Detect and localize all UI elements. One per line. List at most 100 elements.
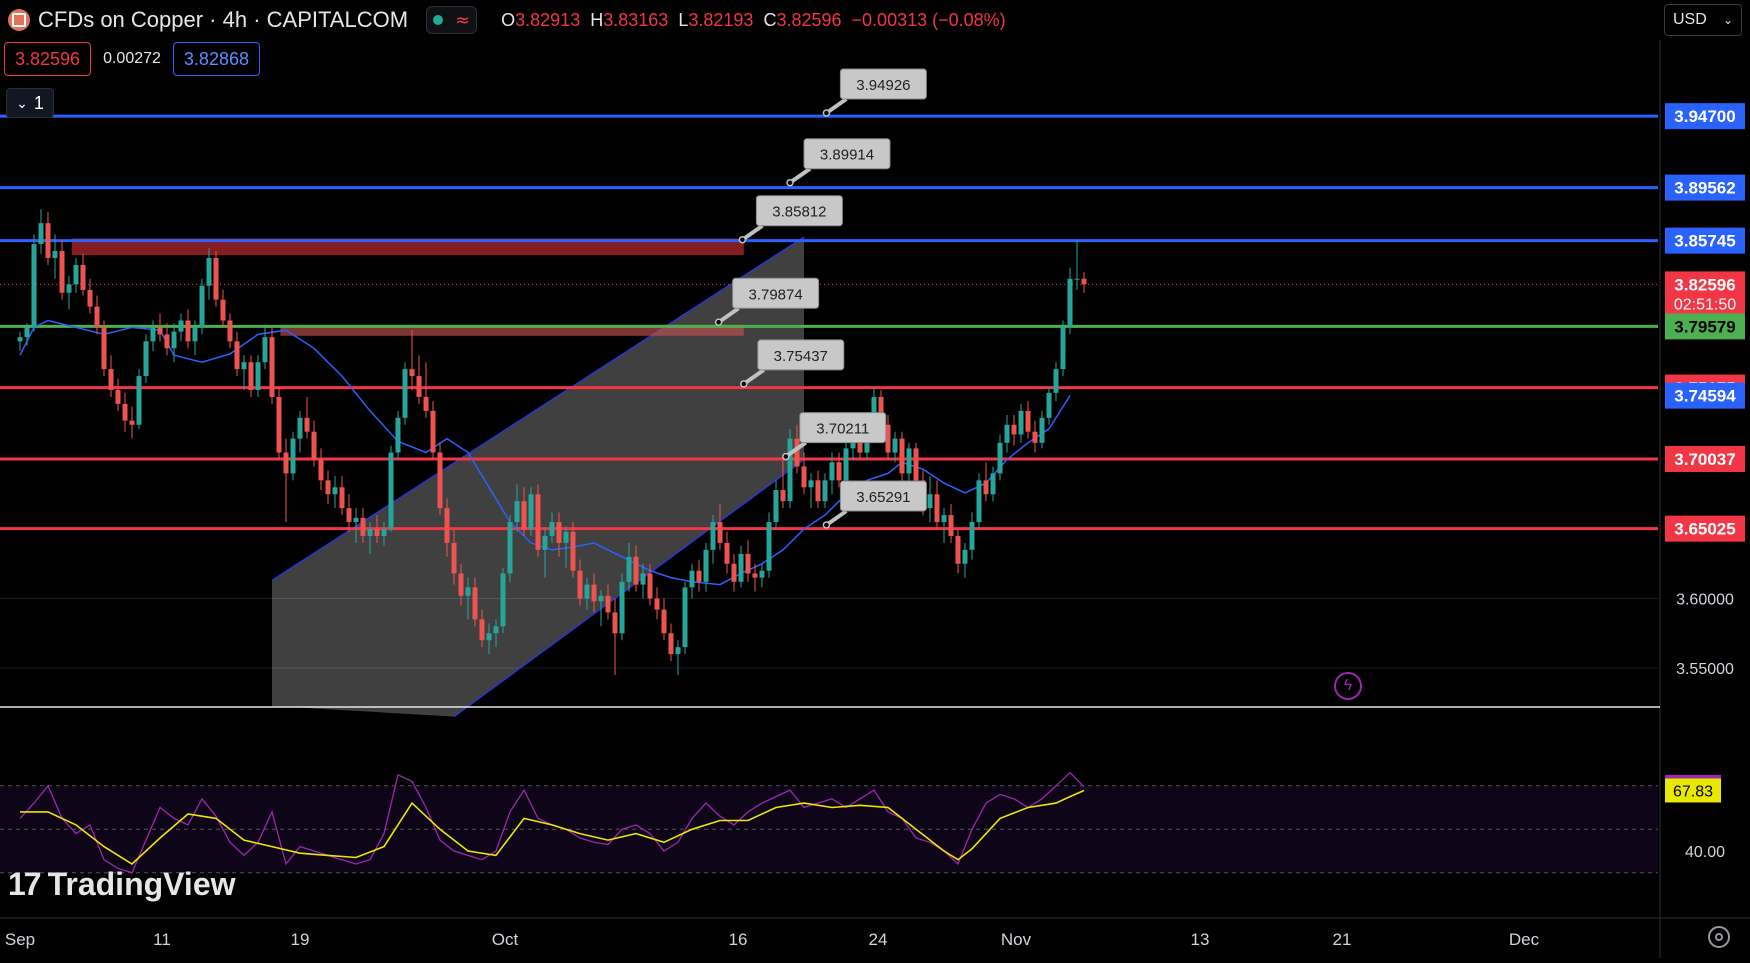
- candle-body: [178, 320, 184, 332]
- candle-body: [934, 494, 940, 523]
- callout-box: [839, 68, 927, 100]
- candle-body: [1060, 327, 1066, 370]
- status-badges[interactable]: ≈: [426, 6, 478, 34]
- symbol-logo-icon[interactable]: [8, 9, 30, 31]
- candle-body: [752, 573, 758, 578]
- buy-button[interactable]: 3.82868: [172, 42, 260, 76]
- candle-body: [528, 494, 534, 529]
- candle-body: [73, 264, 79, 285]
- countdown-label: 02:51:50: [1674, 296, 1736, 313]
- low-value: 3.82193: [688, 9, 754, 30]
- candle-body: [318, 459, 324, 481]
- price-axis-tag: [1665, 271, 1745, 316]
- settings-gear-icon[interactable]: [1708, 926, 1730, 948]
- sell-button[interactable]: 3.82596: [4, 42, 92, 76]
- candle-body: [703, 549, 709, 582]
- candle-body: [906, 448, 912, 474]
- callout-anchor: [822, 109, 831, 117]
- price-tick-label: 3.60000: [1676, 592, 1734, 609]
- callout-pointer: [784, 440, 807, 459]
- low-label: L: [678, 9, 689, 30]
- candle-body: [822, 480, 828, 502]
- candle-body: [1046, 392, 1052, 418]
- candle-body: [654, 598, 660, 610]
- candle-body: [346, 508, 352, 523]
- candle-body: [437, 452, 443, 509]
- price-axis-tag: [1665, 515, 1745, 542]
- data-delay-icon: ≈: [455, 9, 471, 31]
- candle-body: [892, 438, 898, 453]
- candle-body: [577, 570, 583, 599]
- resistance-zone: [280, 324, 744, 336]
- candle-body: [297, 417, 303, 439]
- symbol-title[interactable]: CFDs on Copper · 4h · CAPITALCOM: [38, 7, 409, 32]
- close-value: 3.82596: [776, 9, 842, 30]
- quote-bar: 3.82596 0.00272 3.82868: [4, 42, 260, 76]
- candle-body: [1039, 417, 1045, 443]
- candle-body: [87, 289, 93, 307]
- price-axis-tag: [1665, 382, 1745, 409]
- candle-body: [563, 531, 569, 543]
- candle-body: [766, 522, 772, 571]
- candle-body: [451, 542, 457, 574]
- chevron-down-icon: ⌄: [16, 94, 28, 111]
- candle-body: [710, 522, 716, 550]
- candle-body: [976, 480, 982, 523]
- candle-body: [395, 417, 401, 453]
- chart-header: CFDs on Copper · 4h · CAPITALCOM ≈ O3.82…: [0, 0, 1006, 40]
- collapse-indicators-button[interactable]: ⌄ 1: [6, 88, 54, 118]
- callout-label: 3.65291: [856, 489, 910, 506]
- candle-body: [122, 403, 128, 421]
- candle-body: [815, 480, 821, 502]
- candle-body: [542, 535, 548, 550]
- candle-body: [388, 452, 394, 529]
- time-tick-label: 19: [291, 930, 310, 949]
- currency-select[interactable]: USD ⌄: [1664, 4, 1742, 36]
- candle-body: [619, 581, 625, 634]
- callout-box: [732, 277, 820, 309]
- candle-body: [24, 327, 30, 338]
- candle-body: [696, 570, 702, 582]
- resistance-zone: [71, 238, 744, 256]
- candle-body: [304, 417, 310, 432]
- high-value: 3.83163: [603, 9, 669, 30]
- alert-lightning-icon[interactable]: ϟ: [1334, 672, 1362, 700]
- candle-body: [185, 320, 191, 342]
- candle-body: [787, 438, 793, 502]
- candle-body: [514, 501, 520, 523]
- time-tick-label: Dec: [1509, 930, 1540, 949]
- candle-body: [472, 587, 478, 620]
- candle-body: [899, 438, 905, 474]
- candle-body: [745, 554, 751, 574]
- candle-body: [731, 563, 737, 582]
- candle-body: [262, 337, 268, 363]
- callout-label: 3.85812: [772, 204, 826, 221]
- candle-body: [59, 251, 65, 293]
- candle-body: [689, 570, 695, 588]
- rsi-value-tag: [1665, 778, 1721, 803]
- chevron-down-icon: ⌄: [1722, 13, 1733, 27]
- candle-body: [1067, 278, 1073, 328]
- candle-body: [269, 337, 275, 397]
- price-axis-tag: [1665, 227, 1745, 254]
- callout-box: [839, 480, 927, 512]
- candle-body: [465, 587, 471, 596]
- time-tick-label: 16: [729, 930, 748, 949]
- callout-pointer: [788, 167, 812, 185]
- time-tick-label: Sep: [5, 930, 35, 949]
- time-tick-label: 21: [1333, 930, 1352, 949]
- tradingview-logo[interactable]: 17 TradingView: [8, 866, 236, 903]
- callout-pointer: [825, 509, 848, 527]
- candle-body: [1018, 410, 1024, 435]
- candle-body: [549, 522, 555, 536]
- candle-body: [535, 494, 541, 550]
- candle-body: [423, 396, 429, 411]
- candle-body: [801, 466, 807, 488]
- tradingview-mark-icon: 17: [8, 866, 42, 902]
- candle-body: [1074, 278, 1080, 280]
- candle-body: [136, 376, 142, 425]
- candle-body: [668, 633, 674, 655]
- candle-body: [115, 390, 121, 404]
- channel-fill: [272, 237, 804, 717]
